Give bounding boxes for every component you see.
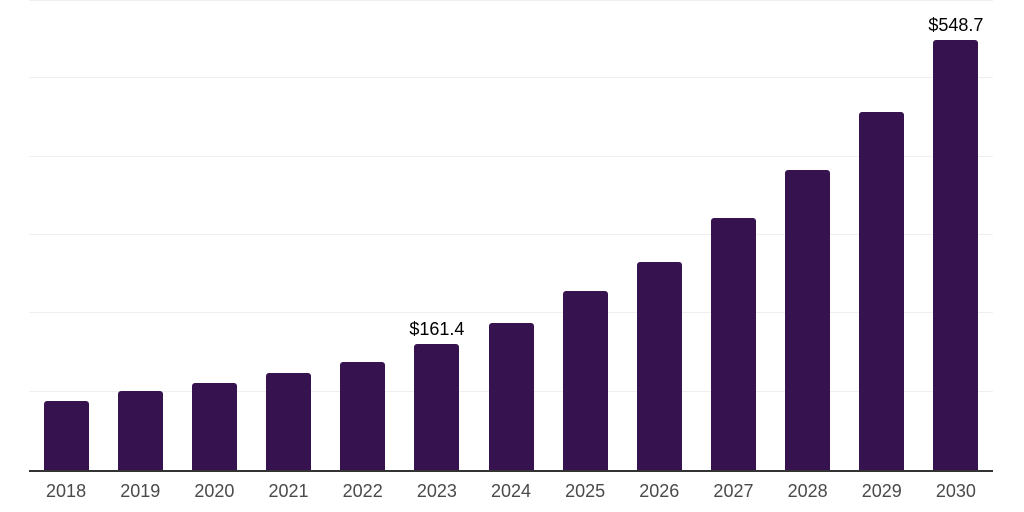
bar-2025 bbox=[562, 290, 608, 470]
bar-2021 bbox=[266, 373, 312, 470]
bar-2019 bbox=[117, 390, 163, 470]
x-tick-label-2028: 2028 bbox=[787, 481, 828, 501]
x-tick-label-2026: 2026 bbox=[639, 481, 680, 501]
bar-value-label-2030: $548.7 bbox=[928, 15, 984, 36]
gridline-200 bbox=[29, 312, 993, 314]
x-tick-label-2023: 2023 bbox=[416, 481, 457, 501]
gridline-400 bbox=[29, 155, 993, 157]
gridline-500 bbox=[29, 77, 993, 79]
bar-2027 bbox=[710, 218, 756, 470]
x-tick-label-2019: 2019 bbox=[120, 481, 161, 501]
bar-2028 bbox=[785, 169, 831, 470]
plot-area: $161.4 $548.7 bbox=[29, 0, 993, 472]
bar-2030 bbox=[933, 40, 979, 470]
x-axis-labels: 2018 2019 2020 2021 2022 2023 2024 2025 2026 2027… bbox=[29, 472, 993, 512]
x-tick-label-2030: 2030 bbox=[935, 481, 976, 501]
x-tick-label-2022: 2022 bbox=[342, 481, 383, 501]
x-tick-label-2025: 2025 bbox=[565, 481, 606, 501]
x-tick-label-2020: 2020 bbox=[194, 481, 235, 501]
bar-2023 bbox=[414, 343, 460, 470]
bar-2020 bbox=[191, 382, 237, 470]
x-tick-label-2018: 2018 bbox=[46, 481, 87, 501]
x-tick-label-2029: 2029 bbox=[861, 481, 902, 501]
bar-2029 bbox=[859, 111, 905, 470]
x-tick-label-2024: 2024 bbox=[490, 481, 532, 501]
bar-2026 bbox=[636, 262, 682, 470]
bar-2024 bbox=[488, 322, 534, 470]
x-tick-label-2027: 2027 bbox=[713, 481, 754, 501]
gridline-300 bbox=[29, 234, 993, 235]
bar-2018 bbox=[43, 400, 89, 470]
bar-value-label-2023: $161.4 bbox=[409, 318, 465, 339]
x-tick-label-2021: 2021 bbox=[268, 481, 309, 501]
bar-2022 bbox=[340, 361, 386, 470]
gridline-600 bbox=[29, 0, 993, 1]
